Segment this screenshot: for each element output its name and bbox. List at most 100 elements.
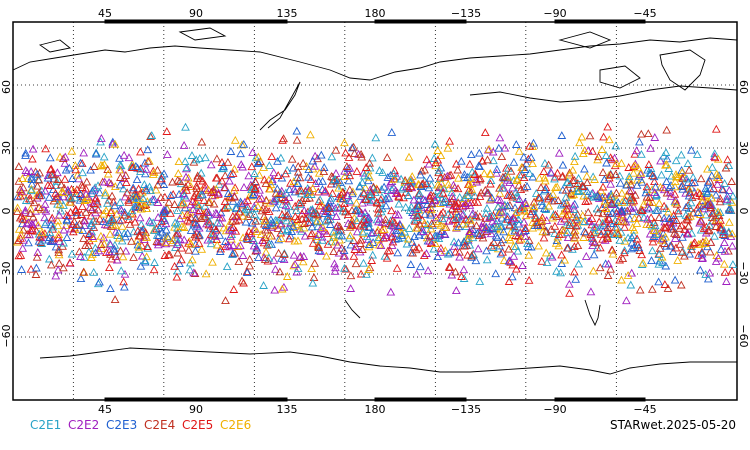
observation-triangle	[702, 187, 712, 196]
observation-triangle	[519, 203, 529, 212]
observation-triangle	[116, 173, 125, 181]
observation-triangle	[361, 183, 370, 192]
legend: C2E1 C2E2 C2E3 C2E4 C2E5 C2E6	[30, 417, 258, 433]
arctic-islands	[38, 27, 612, 53]
observation-triangle	[718, 230, 728, 239]
observation-triangle	[529, 197, 539, 206]
observation-triangle	[359, 212, 369, 221]
observation-triangle	[463, 250, 472, 259]
observation-triangle	[226, 169, 236, 178]
observation-triangle	[81, 184, 91, 193]
observation-triangle	[221, 296, 230, 305]
observation-triangle	[35, 191, 44, 200]
observation-triangle	[498, 247, 507, 256]
observation-triangle	[710, 231, 719, 240]
observation-triangle	[316, 246, 326, 255]
observation-triangle	[390, 174, 400, 183]
observation-triangle	[172, 272, 182, 281]
observation-triangle	[608, 249, 618, 258]
observation-triangle	[140, 257, 150, 266]
observation-triangle	[563, 233, 573, 242]
observation-triangle	[78, 168, 87, 177]
observation-triangle	[149, 168, 159, 177]
observation-triangle	[553, 196, 563, 204]
observation-triangle	[121, 170, 131, 179]
observation-triangle	[389, 174, 399, 183]
observation-triangle	[452, 202, 461, 211]
observation-triangle	[667, 224, 676, 233]
observation-triangle	[511, 241, 521, 250]
observation-triangle	[347, 143, 357, 152]
observation-triangle	[472, 221, 481, 230]
observation-triangle	[55, 237, 64, 246]
observation-triangle	[55, 200, 65, 209]
observation-triangle	[556, 216, 566, 225]
observation-triangle	[48, 222, 58, 231]
observation-triangle	[95, 277, 104, 286]
observation-triangle	[433, 252, 443, 261]
observation-triangle	[480, 128, 490, 137]
observation-triangle	[705, 247, 715, 256]
observation-triangle	[26, 264, 36, 273]
observation-triangle	[639, 213, 649, 221]
observation-triangle	[333, 240, 343, 249]
observation-triangle	[118, 252, 128, 261]
observation-triangle	[270, 285, 280, 294]
observation-triangle	[14, 251, 24, 260]
observation-triangle	[451, 223, 461, 232]
observation-triangle	[358, 227, 367, 236]
observation-triangle	[173, 175, 183, 184]
observation-triangle	[89, 199, 99, 207]
observation-triangle	[264, 161, 274, 170]
observation-triangle	[568, 184, 577, 193]
observation-triangle	[520, 206, 530, 215]
observation-triangle	[109, 215, 118, 224]
observation-triangle	[394, 199, 404, 208]
observation-triangle	[675, 239, 685, 248]
observation-triangle	[59, 238, 68, 247]
observation-triangle	[306, 130, 315, 139]
observation-triangle	[347, 221, 357, 229]
observation-triangle	[582, 186, 592, 195]
observation-triangle	[195, 206, 205, 214]
observation-triangle	[177, 255, 186, 264]
observation-triangle	[670, 198, 680, 207]
observation-triangle	[705, 176, 715, 185]
observation-triangle	[346, 240, 356, 249]
observation-triangle	[497, 152, 507, 161]
observation-triangle	[382, 233, 391, 242]
observation-triangle	[628, 223, 638, 231]
observation-triangle	[516, 204, 525, 213]
observation-triangle	[68, 227, 78, 236]
observation-triangle	[700, 238, 710, 247]
observation-triangle	[701, 183, 711, 192]
observation-triangle	[460, 170, 469, 178]
observation-triangle	[538, 213, 547, 222]
observation-triangle	[351, 259, 361, 268]
observation-triangle	[253, 152, 263, 161]
observation-triangle	[716, 220, 726, 229]
observation-triangle	[93, 205, 103, 214]
observation-triangle	[163, 150, 172, 158]
observation-triangle	[179, 223, 189, 231]
observation-triangle	[290, 236, 300, 245]
observation-triangle	[495, 133, 505, 142]
frame-tick-bar	[554, 19, 646, 24]
observation-triangle	[461, 214, 471, 223]
observation-triangle	[459, 265, 469, 274]
observation-triangle	[695, 189, 705, 197]
observation-triangle	[489, 156, 498, 165]
observation-triangle	[345, 222, 355, 231]
observation-triangle	[648, 171, 657, 180]
observation-triangle	[331, 168, 341, 177]
observation-triangle	[627, 186, 636, 194]
observation-triangle	[97, 133, 106, 142]
observation-triangle	[173, 169, 183, 177]
observation-triangle	[557, 172, 567, 181]
legend-item-c2e3: C2E3	[106, 418, 138, 432]
observation-triangle	[685, 249, 695, 258]
observation-triangle	[391, 226, 401, 235]
observation-triangle	[643, 202, 653, 211]
observation-triangle	[343, 210, 353, 219]
observation-triangle	[499, 227, 508, 236]
